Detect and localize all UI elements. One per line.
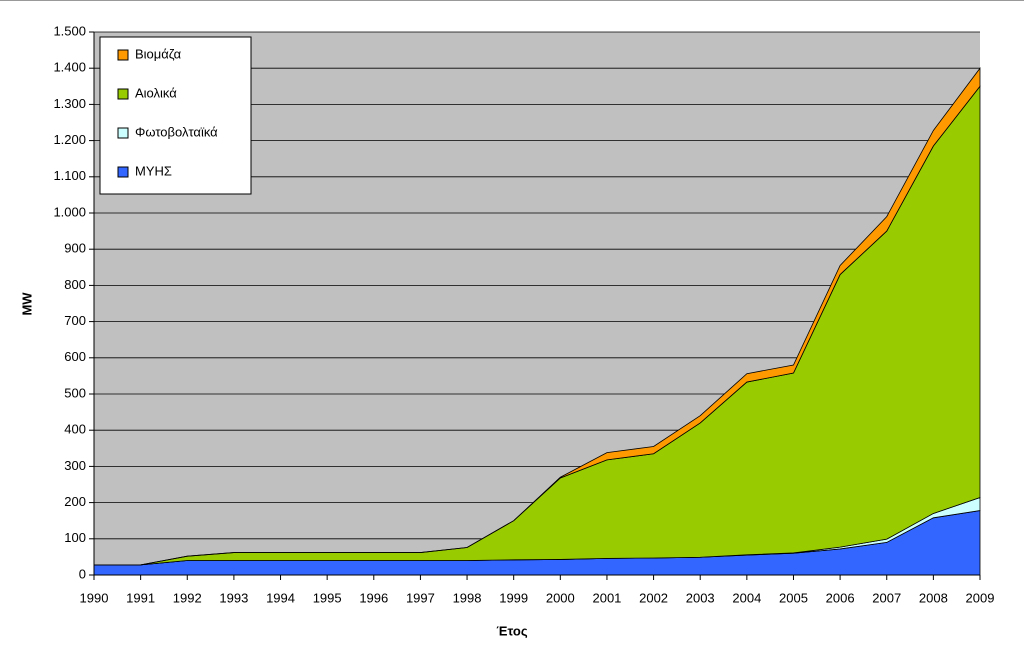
legend-swatch: [117, 166, 129, 178]
legend-label: ΜΥΗΣ: [135, 163, 172, 178]
x-tick-label: 1999: [499, 590, 528, 605]
x-tick-label: 1990: [80, 590, 109, 605]
y-tick-label: 1.300: [53, 96, 86, 111]
y-tick-label: 0: [79, 566, 86, 581]
x-tick-label: 1992: [173, 590, 202, 605]
y-tick-label: 1.400: [53, 60, 86, 75]
x-tick-label: 2008: [919, 590, 948, 605]
x-tick-label: 1996: [359, 590, 388, 605]
x-tick-label: 2005: [779, 590, 808, 605]
y-tick-label: 500: [64, 385, 86, 400]
legend-label: Φωτοβολταϊκά: [135, 124, 218, 139]
y-tick-label: 200: [64, 494, 86, 509]
y-tick-label: 600: [64, 349, 86, 364]
y-tick-label: 1.000: [53, 204, 86, 219]
x-tick-label: 1998: [453, 590, 482, 605]
y-tick-label: 900: [64, 241, 86, 256]
x-axis-label: Έτος: [496, 623, 527, 638]
y-tick-label: 1.100: [53, 168, 86, 183]
x-tick-label: 2009: [966, 590, 995, 605]
x-tick-label: 2000: [546, 590, 575, 605]
legend-label: Βιομάζα: [135, 46, 182, 61]
x-tick-label: 2004: [732, 590, 761, 605]
legend-swatch: [117, 49, 129, 61]
legend-label: Αιολικά: [135, 85, 177, 100]
y-tick-label: 800: [64, 277, 86, 292]
legend-swatch: [117, 88, 129, 100]
x-tick-label: 2006: [826, 590, 855, 605]
y-tick-label: 700: [64, 313, 86, 328]
y-tick-label: 400: [64, 422, 86, 437]
y-tick-label: 1.500: [53, 23, 86, 38]
y-axis-label: MW: [19, 292, 34, 316]
x-tick-label: 2002: [639, 590, 668, 605]
y-tick-label: 1.200: [53, 132, 86, 147]
x-tick-label: 1995: [313, 590, 342, 605]
legend: Βιομάζα Αιολικά Φωτοβολταϊκά ΜΥΗΣ: [99, 36, 252, 195]
x-tick-label: 1993: [219, 590, 248, 605]
legend-swatch: [117, 127, 129, 139]
x-tick-label: 1991: [126, 590, 155, 605]
y-tick-label: 100: [64, 530, 86, 545]
y-tick-label: 300: [64, 458, 86, 473]
x-tick-label: 1997: [406, 590, 435, 605]
x-tick-label: 2001: [592, 590, 621, 605]
area: [94, 66, 981, 566]
x-tick-label: 2003: [686, 590, 715, 605]
x-tick-label: 2007: [872, 590, 901, 605]
x-tick-label: 1994: [266, 590, 295, 605]
